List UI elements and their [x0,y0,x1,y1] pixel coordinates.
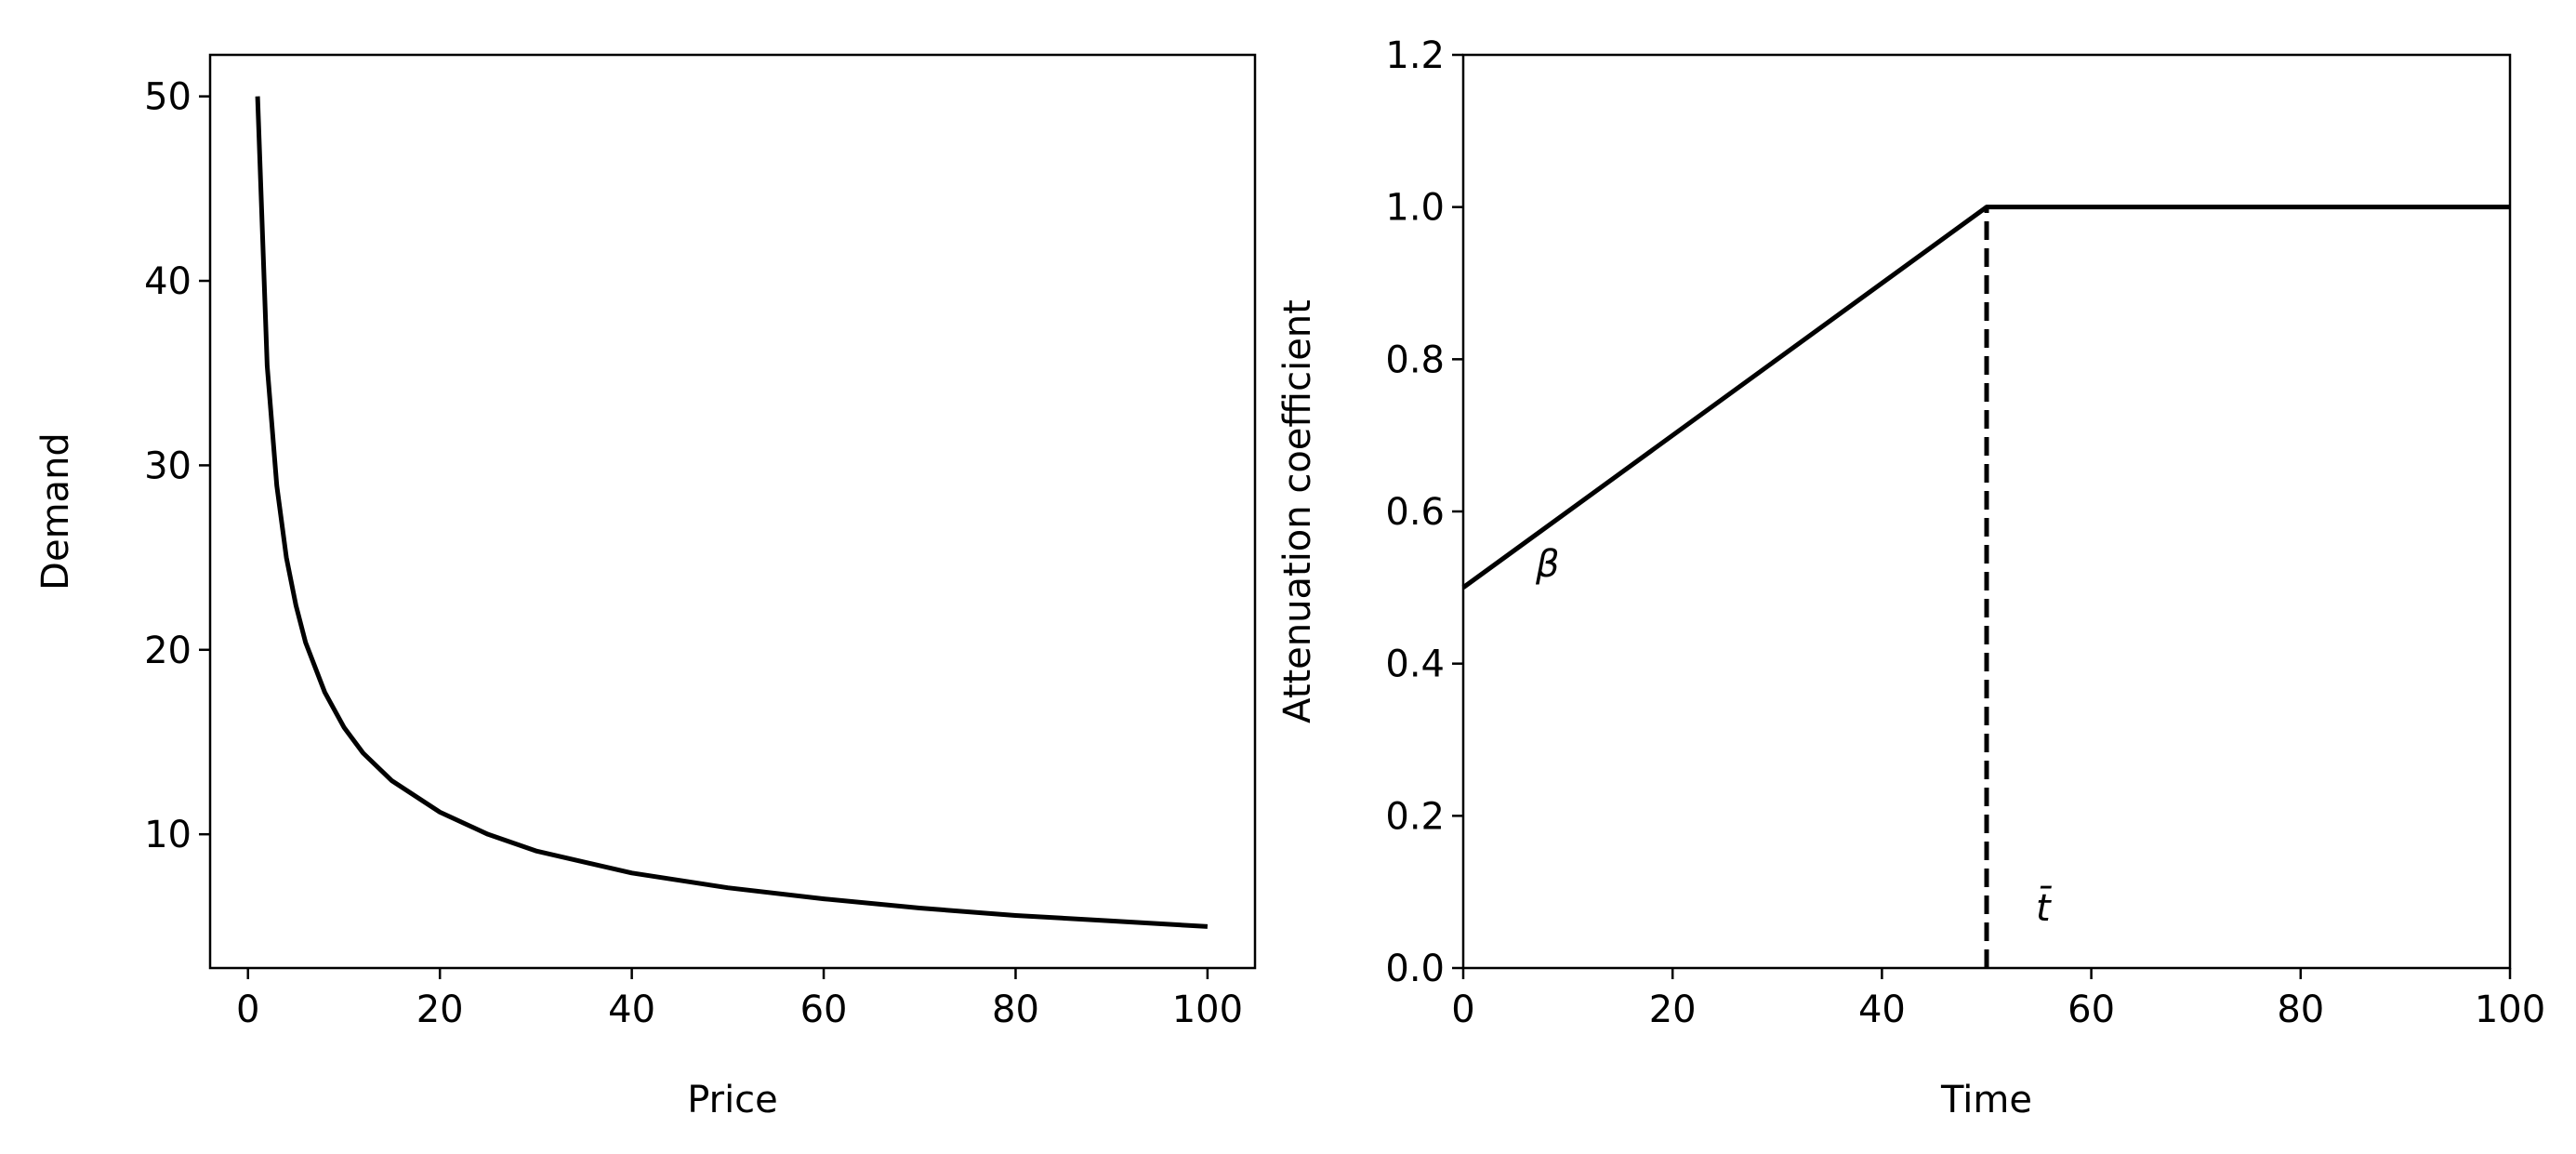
x-tick-label: 80 [992,988,1039,1031]
x-tick-label: 20 [416,988,464,1031]
x-tick-label: 40 [1858,988,1906,1031]
x-tick-label: 40 [608,988,655,1031]
y-tick-label: 10 [144,814,192,856]
y-tick-label: 20 [144,630,192,672]
y-tick-label: 0.6 [1385,491,1445,534]
y-axis-label: Attenuation coefficient [1276,299,1319,723]
x-tick-label: 100 [1172,988,1243,1031]
x-tick-label: 0 [1451,988,1474,1031]
y-tick-label: 0.2 [1385,795,1445,838]
x-tick-label: 80 [2277,988,2324,1031]
y-tick-label: 40 [144,260,192,303]
x-axis-label: Time [1940,1079,2032,1121]
x-tick-label: 20 [1649,988,1697,1031]
y-tick-label: 1.0 [1385,187,1445,230]
y-tick-label: 30 [144,444,192,487]
annotation: t̄ [2036,885,2052,930]
x-axis-label: Price [687,1079,778,1121]
y-tick-label: 50 [144,76,192,119]
y-tick-label: 0.8 [1385,338,1445,381]
y-tick-label: 1.2 [1385,34,1445,77]
line [255,96,1209,929]
y-axis-label: Demand [34,432,77,590]
x-tick-label: 60 [800,988,848,1031]
line [1461,205,2510,590]
y-tick-label: 0.0 [1385,948,1445,990]
x-tick-label: 100 [2475,988,2545,1031]
y-tick-label: 0.4 [1385,643,1445,686]
annotation: β [1535,543,1560,586]
axes-frame [208,53,1257,970]
x-tick-label: 60 [2067,988,2115,1031]
axes-frame [1461,53,2512,970]
x-tick-label: 0 [236,988,259,1031]
